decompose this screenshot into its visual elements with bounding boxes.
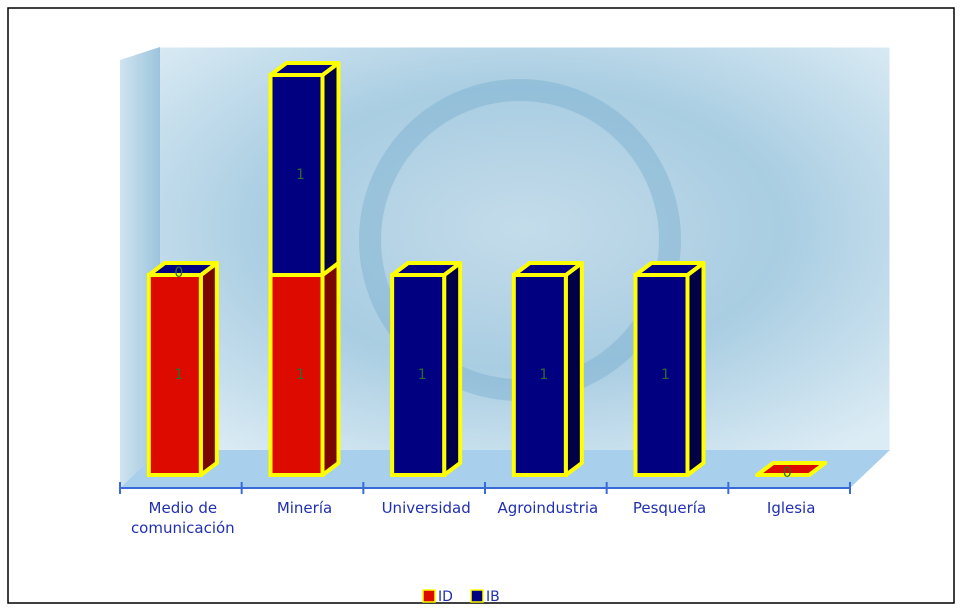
bar-segment bbox=[390, 261, 463, 477]
bar-side bbox=[685, 261, 706, 477]
bar-top bbox=[268, 61, 341, 77]
bar-top bbox=[755, 461, 828, 477]
data-label: 1 bbox=[296, 167, 305, 183]
data-label: 1 bbox=[296, 367, 305, 383]
bar bbox=[146, 273, 203, 477]
bar-segment bbox=[755, 461, 828, 477]
wall-edge bbox=[160, 46, 891, 450]
data-label: 0 bbox=[783, 465, 792, 481]
bar-segment bbox=[633, 261, 706, 477]
x-tick-label: Minería bbox=[276, 499, 333, 517]
bar-side bbox=[563, 261, 584, 477]
bar-side bbox=[320, 61, 341, 277]
data-label: 1 bbox=[174, 367, 183, 383]
x-tick-label: Iglesia bbox=[766, 499, 816, 517]
x-tick-label: Universidad bbox=[381, 499, 471, 517]
bar-top bbox=[390, 261, 463, 277]
data-label: 1 bbox=[539, 367, 548, 383]
bar-top bbox=[146, 261, 219, 277]
legend: ID IB bbox=[422, 589, 500, 605]
data-label: 1 bbox=[661, 367, 670, 383]
bar bbox=[390, 273, 447, 477]
bar-top bbox=[511, 261, 584, 277]
bar bbox=[268, 273, 325, 477]
bar bbox=[511, 273, 568, 477]
bar-side bbox=[442, 261, 463, 477]
bar-side bbox=[320, 261, 341, 477]
bar-top bbox=[633, 261, 706, 277]
legend-swatch bbox=[422, 589, 436, 603]
bar-segment bbox=[511, 261, 584, 477]
x-tick-label: Agroindustria bbox=[497, 499, 599, 517]
x-tick-label: Medio de comunicación bbox=[130, 499, 235, 537]
bar-side bbox=[198, 261, 219, 477]
data-label: 1 bbox=[418, 367, 427, 383]
data-label: 0 bbox=[174, 265, 183, 281]
legend-swatch bbox=[470, 589, 484, 603]
legend-label: ID bbox=[438, 589, 453, 605]
legend-label: IB bbox=[486, 589, 500, 605]
x-tick-label: Pesquería bbox=[632, 499, 707, 517]
bar-segment bbox=[268, 61, 341, 277]
bar-segment bbox=[146, 261, 219, 277]
